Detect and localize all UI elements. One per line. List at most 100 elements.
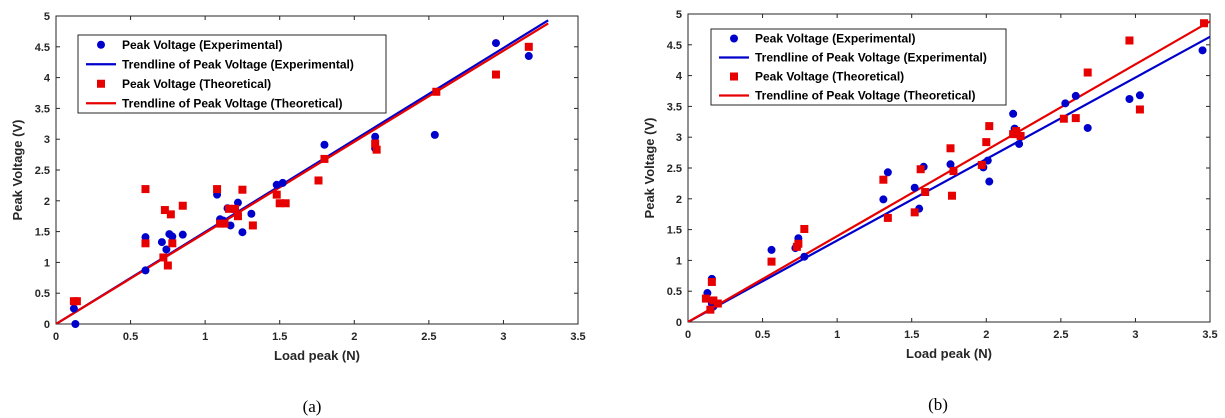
theoretical-point xyxy=(1200,19,1209,28)
x-tick-label: 1 xyxy=(834,329,840,341)
experimental-point xyxy=(1015,139,1024,148)
x-tick-label: 0.5 xyxy=(123,331,138,343)
theoretical-point xyxy=(141,185,150,194)
experimental-point xyxy=(1135,91,1144,100)
theoretical-point xyxy=(879,175,888,184)
experimental-point xyxy=(141,233,150,242)
legend-swatch-square xyxy=(97,79,105,88)
x-axis-label: Load peak (N) xyxy=(906,346,992,361)
theoretical-point xyxy=(216,219,225,228)
y-tick-label: 1.5 xyxy=(35,227,50,239)
y-tick-label: 4.5 xyxy=(35,42,50,54)
x-tick-label: 1 xyxy=(202,331,208,343)
x-tick-label: 2.5 xyxy=(1053,329,1068,341)
experimental-point xyxy=(1009,109,1018,118)
legend-box xyxy=(77,34,387,114)
experimental-point xyxy=(1071,91,1080,100)
x-tick-label: 3.5 xyxy=(570,331,585,343)
y-axis-label: Peak Voltage (V) xyxy=(10,120,25,221)
experimental-point xyxy=(162,245,171,254)
y-tick-label: 1.5 xyxy=(667,225,682,237)
x-tick-label: 3 xyxy=(1132,329,1138,341)
legend-entry-label: Trendline of Peak Voltage (Theoretical) xyxy=(755,89,976,103)
theoretical-point xyxy=(701,294,710,303)
theoretical-point xyxy=(225,204,234,213)
theoretical-point xyxy=(949,167,958,176)
experimental-point xyxy=(910,183,919,192)
experimental-point xyxy=(278,178,287,187)
trendline-experimental xyxy=(688,35,1210,322)
y-tick-label: 4.5 xyxy=(667,40,682,52)
theoretical-point xyxy=(272,190,281,199)
theoretical-point xyxy=(1059,114,1068,123)
experimental-point xyxy=(430,130,439,139)
x-axis-label: Load peak (N) xyxy=(274,348,360,363)
x-tick-label: 0 xyxy=(53,331,59,343)
theoretical-point xyxy=(160,206,169,215)
x-tick-label: 3.5 xyxy=(1202,329,1217,341)
legend-entry-label: Trendline of Peak Voltage (Theoretical) xyxy=(122,96,343,110)
theoretical-point xyxy=(1083,68,1092,77)
experimental-point xyxy=(69,304,78,313)
theoretical-point xyxy=(275,199,284,208)
y-tick-label: 2 xyxy=(676,194,682,206)
theoretical-point xyxy=(1125,36,1134,45)
y-tick-label: 1 xyxy=(676,255,682,267)
theoretical-point xyxy=(794,239,803,248)
experimental-point xyxy=(524,52,533,61)
x-tick-label: 2 xyxy=(983,329,989,341)
theoretical-point xyxy=(921,188,930,197)
legend-swatch-circle xyxy=(97,40,105,49)
theoretical-point xyxy=(910,208,919,217)
legend-swatch-circle xyxy=(730,34,738,43)
theoretical-point xyxy=(371,139,380,148)
experimental-point xyxy=(233,198,242,207)
y-tick-label: 4 xyxy=(676,71,683,83)
theoretical-point xyxy=(320,154,329,163)
legend-entry-label: Peak Voltage (Experimental) xyxy=(755,32,916,46)
theoretical-point xyxy=(985,122,994,131)
theoretical-point xyxy=(233,212,242,221)
experimental-point xyxy=(883,168,892,177)
theoretical-point xyxy=(248,221,257,230)
figure-caption: (b) xyxy=(928,395,948,414)
y-tick-label: 0.5 xyxy=(667,286,682,298)
theoretical-point xyxy=(281,199,290,208)
experimental-point xyxy=(1083,123,1092,132)
experimental-point xyxy=(1198,46,1207,55)
experimental-point xyxy=(491,39,500,48)
y-tick-label: 0 xyxy=(44,319,50,331)
theoretical-point xyxy=(883,213,892,222)
legend-swatch-square xyxy=(730,72,738,81)
y-tick-label: 3.5 xyxy=(35,103,50,115)
theoretical-point xyxy=(230,204,239,213)
theoretical-point xyxy=(977,160,986,169)
legend: Peak Voltage (Experimental) Trendline of … xyxy=(710,28,1007,106)
theoretical-point xyxy=(709,296,718,305)
experimental-point xyxy=(1061,99,1070,108)
theoretical-point xyxy=(314,176,323,185)
trendline-theoretical xyxy=(688,20,1210,322)
experimental-point xyxy=(985,177,994,186)
theoretical-point xyxy=(706,305,715,314)
theoretical-point xyxy=(767,257,776,266)
theoretical-point xyxy=(916,165,925,174)
x-tick-label: 0 xyxy=(685,329,691,341)
theoretical-point xyxy=(946,144,955,153)
y-tick-label: 2 xyxy=(44,196,50,208)
legend: Peak Voltage (Experimental) Trendline of … xyxy=(77,34,387,114)
chart-b: 0 0.5 1 1.5 2 2.5 3 3.5 0 0.5 1 1.5 2 2.5 3 3.5 4 4.5 5 Loa… xyxy=(642,9,1218,414)
theoretical-point xyxy=(800,224,809,233)
experimental-point xyxy=(168,232,177,241)
y-tick-label: 1 xyxy=(44,257,50,269)
y-tick-label: 2.5 xyxy=(667,163,682,175)
legend-box xyxy=(710,28,1007,106)
experimental-point xyxy=(371,132,380,141)
legend-entry-label: Trendline of Peak Voltage (Experimental) xyxy=(122,57,354,71)
y-tick-label: 3.5 xyxy=(667,101,682,113)
experimental-point xyxy=(157,238,166,247)
experimental-point xyxy=(320,140,329,149)
theoretical-point xyxy=(220,219,229,228)
y-tick-label: 4 xyxy=(44,73,51,85)
theoretical-point xyxy=(372,145,381,154)
